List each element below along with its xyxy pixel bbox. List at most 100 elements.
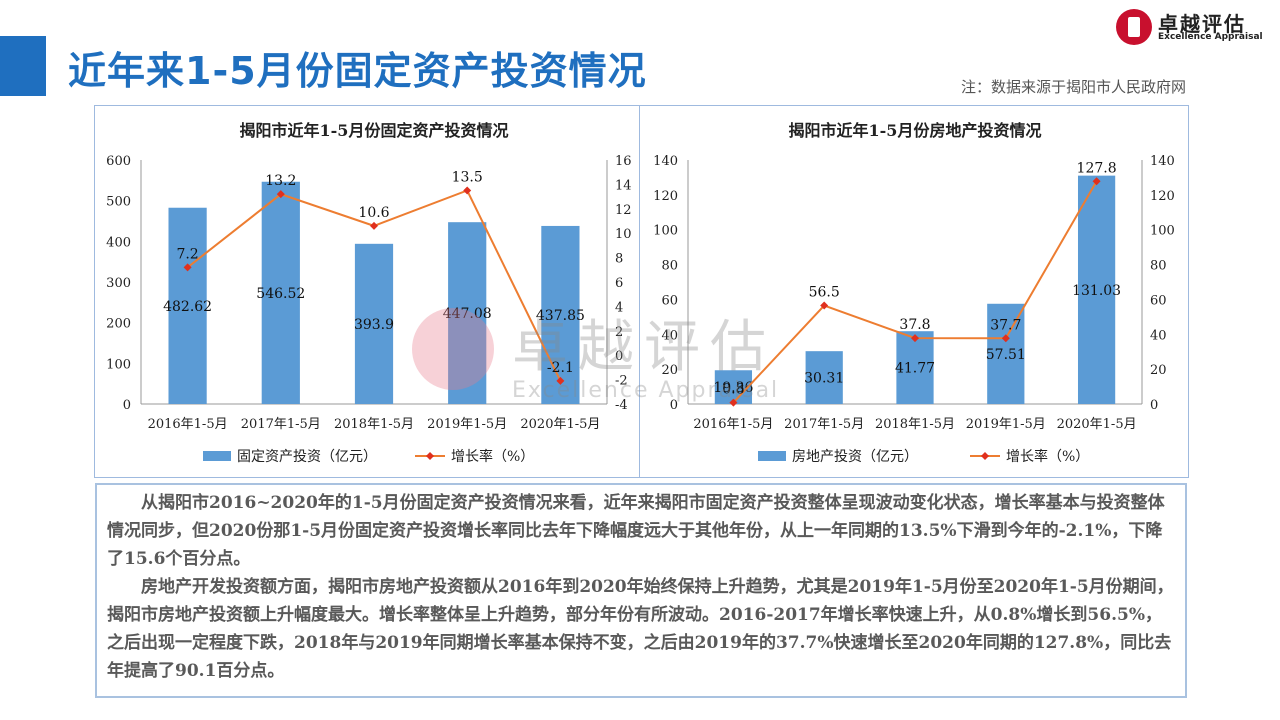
y-tick-right: 20 (1150, 363, 1167, 378)
y-tick-left: 100 (106, 357, 131, 372)
bar (541, 225, 580, 404)
line-data-label: -2.1 (547, 360, 574, 376)
y-tick-right: 8 (615, 252, 623, 267)
legend-label-bar: 房地产投资（亿元） (792, 449, 918, 465)
x-tick-label: 2019年1-5月 (427, 417, 507, 432)
bar-data-label: 482.62 (163, 299, 212, 315)
y-tick-right: 120 (1150, 189, 1175, 204)
y-tick-right: 2 (615, 325, 623, 340)
bar (354, 243, 394, 404)
legend-label-line: 增长率（%） (451, 448, 534, 465)
bar (261, 181, 300, 404)
legend-label-bar: 固定资产投资（亿元） (237, 449, 377, 465)
y-tick-left: 400 (106, 235, 131, 250)
x-tick-label: 2016年1-5月 (693, 417, 773, 432)
line-point (183, 263, 192, 272)
fixed-asset-chart: 揭阳市近年1-5月份固定资产投资情况 0 100 200 300 400 500 600 -4 -… (106, 121, 632, 465)
line-data-label: 10.6 (358, 205, 389, 221)
x-tick-label: 2020年1-5月 (1057, 417, 1137, 432)
y-tick-left: 60 (661, 293, 678, 308)
bar (1077, 175, 1116, 404)
x-tick-label: 2019年1-5月 (966, 417, 1046, 432)
title-accent-bar (0, 36, 46, 96)
y-tick-right: 80 (1150, 259, 1167, 274)
bar (714, 370, 753, 404)
analysis-paragraph-1: 从揭阳市2016~2020年的1-5月份固定资产投资情况来看，近年来揭阳市固定资… (107, 493, 1165, 569)
line-point (370, 221, 378, 230)
y-tick-right: 6 (615, 276, 623, 291)
y-tick-right: -2 (615, 374, 628, 389)
company-logo: 卓越评估 Excellence Appraisal (1116, 6, 1266, 48)
bar-data-label: 546.52 (256, 286, 305, 302)
bar (168, 207, 207, 404)
y-tick-right: 0 (1150, 398, 1158, 413)
logo-subtext: Excellence Appraisal (1158, 32, 1263, 42)
fixed-asset-chart-panel: 揭阳市近年1-5月份固定资产投资情况 0 100 200 300 400 500 600 -4 -… (94, 105, 641, 478)
line-data-label: 13.2 (265, 173, 296, 189)
y-tick-right: 12 (615, 203, 632, 218)
line-data-label: 56.5 (809, 285, 840, 301)
y-tick-right: 100 (1150, 224, 1175, 239)
analysis-paragraph-2: 房地产开发投资额方面，揭阳市房地产投资额从2016年到2020年始终保持上升趋势… (107, 577, 1174, 681)
logo-text: 卓越评估 (1158, 12, 1246, 36)
x-tick-label: 2017年1-5月 (241, 417, 321, 432)
y-tick-left: 200 (106, 317, 131, 332)
y-tick-left: 600 (106, 154, 131, 169)
y-tick-right: 140 (1150, 154, 1175, 169)
y-tick-left: 140 (653, 154, 678, 169)
line-data-label: 127.8 (1077, 160, 1117, 176)
real-estate-chart-panel: 揭阳市近年1-5月份房地产投资情况 0 20 40 60 80 100 120 140 0 20 40… (639, 105, 1189, 478)
x-tick-label: 2020年1-5月 (520, 417, 600, 432)
legend-swatch-marker (426, 452, 434, 460)
y-tick-left: 0 (670, 398, 678, 413)
chart-title: 揭阳市近年1-5月份房地产投资情况 (789, 121, 1042, 140)
x-tick-label: 2018年1-5月 (334, 417, 414, 432)
bar (805, 351, 843, 404)
y-tick-left: 100 (653, 224, 678, 239)
y-tick-left: 300 (106, 276, 131, 291)
y-tick-left: 20 (661, 363, 678, 378)
bar-data-label: 437.85 (536, 308, 585, 324)
y-tick-left: 120 (653, 189, 678, 204)
line-point (1092, 177, 1101, 186)
bar-data-label: 57.51 (986, 347, 1026, 363)
legend-swatch-bar (758, 451, 786, 461)
x-tick-label: 2017年1-5月 (784, 417, 864, 432)
line-point (729, 398, 738, 407)
line-data-label: 0.8 (722, 382, 744, 398)
line-point (820, 301, 829, 310)
bar-data-label: 30.31 (804, 371, 844, 387)
line-point (1001, 334, 1010, 343)
y-tick-right: 10 (615, 227, 632, 242)
bar-data-label: 393.9 (354, 317, 394, 333)
line-point (463, 186, 472, 195)
y-tick-left: 80 (661, 259, 678, 274)
legend-swatch-marker (981, 452, 989, 460)
legend-swatch-bar (203, 451, 231, 461)
x-tick-label: 2016年1-5月 (148, 417, 228, 432)
bar-data-label: 41.77 (895, 361, 935, 377)
logo-icon (1116, 9, 1152, 45)
y-tick-right: -4 (615, 398, 628, 413)
y-tick-left: 0 (123, 398, 131, 413)
y-tick-right: 40 (1150, 328, 1167, 343)
bar (448, 222, 487, 404)
chart-title: 揭阳市近年1-5月份固定资产投资情况 (240, 121, 509, 140)
line-point (276, 190, 285, 199)
line-data-label: 37.7 (990, 317, 1021, 333)
line-data-label: 37.8 (899, 317, 930, 333)
bar-data-label: 447.08 (443, 306, 492, 322)
page-title: 近年来1-5月份固定资产投资情况 (68, 49, 647, 93)
bar (987, 303, 1025, 404)
y-tick-left: 40 (661, 328, 678, 343)
source-note: 注：数据来源于揭阳市人民政府网 (960, 78, 1186, 96)
bar-data-label: 131.03 (1072, 283, 1121, 299)
line-point (911, 334, 919, 343)
y-tick-right: 60 (1150, 293, 1167, 308)
legend-label-line: 增长率（%） (1006, 448, 1089, 465)
analysis-textbox: 从揭阳市2016~2020年的1-5月份固定资产投资情况来看，近年来揭阳市固定资… (95, 483, 1187, 698)
x-tick-label: 2018年1-5月 (875, 417, 955, 432)
y-tick-left: 500 (106, 195, 131, 210)
line-point (556, 376, 565, 385)
line-data-label: 13.5 (452, 170, 483, 186)
